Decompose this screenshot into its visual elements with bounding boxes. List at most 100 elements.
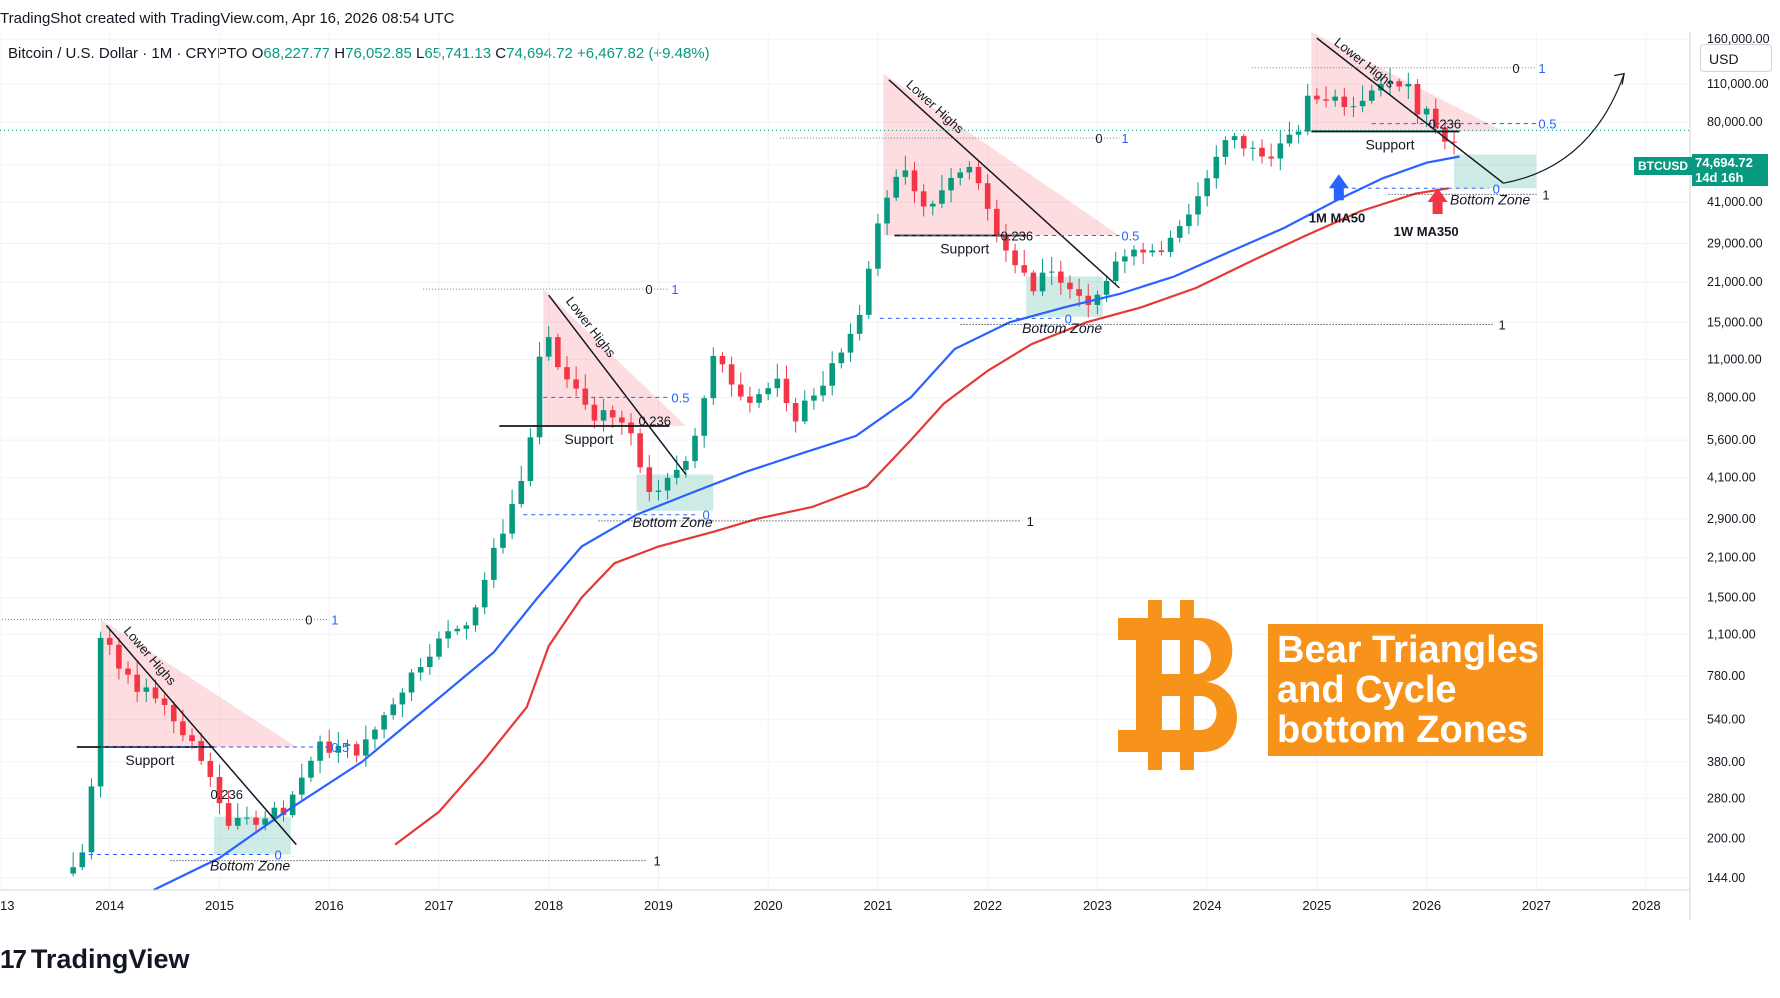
- change-value: +6,467.82 (+9.48%): [577, 45, 710, 62]
- y-tick-label: 380.00: [1707, 755, 1745, 769]
- bottom-zone-label: Bottom Zone: [632, 514, 712, 530]
- candle-body: [1268, 156, 1274, 159]
- candle-body: [536, 356, 543, 438]
- candle-body: [518, 481, 525, 505]
- candle-body: [1314, 95, 1320, 100]
- fib-bottom-0-label: 0: [274, 847, 281, 862]
- y-tick-label: 540.00: [1707, 713, 1745, 727]
- bottom-zone-box: [1454, 154, 1537, 189]
- candle-body: [198, 741, 204, 761]
- candle-body: [994, 208, 1000, 235]
- bottom-zone-label: Bottom Zone: [1022, 320, 1102, 336]
- candle-body: [545, 337, 552, 357]
- candle-body: [847, 333, 854, 353]
- candle-body: [1295, 131, 1302, 135]
- candle-body: [929, 203, 936, 207]
- candle-body: [1021, 265, 1028, 273]
- candle-body: [811, 395, 817, 401]
- candle-body: [234, 817, 241, 826]
- candle-body: [756, 394, 762, 403]
- x-tick-label: 2019: [644, 898, 673, 913]
- candle-body: [134, 674, 140, 692]
- candle-body: [463, 625, 470, 629]
- candle-body: [445, 631, 451, 639]
- fib-0-label: 0: [305, 612, 312, 627]
- bottom-zone-label: Bottom Zone: [1450, 191, 1530, 207]
- x-tick-label: 2018: [534, 898, 563, 913]
- bottom-zone-box: [636, 474, 714, 511]
- candle-body: [747, 396, 753, 403]
- fib-1-label: 1: [1538, 61, 1545, 76]
- y-tick-label: 1,500.00: [1707, 591, 1756, 605]
- candle-body: [1195, 196, 1201, 215]
- fib-extension-1-label: 1: [1542, 187, 1549, 202]
- candle-body: [1067, 282, 1073, 290]
- brand-name: TradingView: [30, 944, 190, 974]
- fib-extension-1-label: 1: [653, 854, 660, 869]
- candle-body: [1387, 81, 1393, 84]
- candle-body: [372, 729, 378, 740]
- x-tick-label: 2017: [425, 898, 454, 913]
- candle-body: [1012, 250, 1018, 266]
- candle-body: [792, 403, 799, 422]
- fib-236-label: 0.236: [1001, 228, 1034, 243]
- fib-05-label: 0.5: [1121, 228, 1139, 243]
- fib-1-label: 1: [671, 282, 678, 297]
- candle-body: [609, 410, 616, 418]
- candle-body: [966, 166, 973, 173]
- candle-body: [1432, 108, 1439, 128]
- x-tick-label: 2015: [205, 898, 234, 913]
- candle-body: [70, 867, 76, 874]
- candle-body: [1204, 178, 1210, 197]
- candle-body: [701, 398, 707, 436]
- price-tag-symbol: BTCUSD: [1634, 157, 1692, 175]
- x-tick-label: 2021: [863, 898, 892, 913]
- y-tick-label: 2,900.00: [1707, 512, 1756, 526]
- candle-body: [271, 807, 278, 819]
- tradingview-logo[interactable]: 17 TradingView: [0, 944, 189, 975]
- fib-05-label: 0.5: [1538, 117, 1556, 132]
- candle-body: [765, 388, 771, 395]
- candle-body: [1451, 141, 1457, 143]
- lower-highs-label: Lower Highs: [563, 294, 619, 361]
- candle-body: [875, 223, 881, 269]
- x-tick-label: 2028: [1632, 898, 1661, 913]
- candle-body: [1405, 83, 1412, 87]
- candle-body: [1076, 289, 1082, 296]
- candle-body: [363, 739, 369, 756]
- candle-body: [527, 437, 534, 482]
- candle-body: [628, 422, 634, 434]
- candle-body: [298, 777, 305, 795]
- x-axis: 2013 2014 2015 2016 2017 2018 2019 2020 2021 2022…: [0, 889, 1690, 913]
- candle-body: [1186, 214, 1192, 227]
- candle-body: [1231, 136, 1238, 141]
- candle-body: [655, 490, 662, 492]
- fib-extension-1-label: 1: [1027, 514, 1034, 529]
- fib-1-label: 1: [1121, 131, 1128, 146]
- bear-triangle-zone: [883, 73, 1120, 236]
- candle-body: [948, 177, 954, 191]
- candle-body: [555, 337, 561, 368]
- x-tick-label: 2014: [95, 898, 124, 913]
- y-tick-label: 8,000.00: [1707, 390, 1756, 404]
- candle-body: [984, 183, 991, 209]
- bottom-zone-box: [1026, 276, 1103, 317]
- x-tick-label: 2022: [973, 898, 1002, 913]
- x-tick-label: 2016: [315, 898, 344, 913]
- candle-body: [893, 176, 900, 198]
- banner-line-2: and Cycle: [1277, 669, 1457, 711]
- x-tick-label: 2023: [1083, 898, 1112, 913]
- symbol-name[interactable]: Bitcoin / U.S. Dollar · 1M · CRYPTO: [8, 45, 248, 62]
- candle-body: [820, 385, 826, 396]
- lower-highs-line: [888, 79, 1120, 289]
- candle-body: [436, 638, 442, 657]
- banner-box: Bear Triangles and Cycle bottom Zones: [1268, 624, 1543, 756]
- candle-body: [408, 672, 415, 693]
- y-tick-label: 41,000.00: [1707, 195, 1763, 209]
- currency-button[interactable]: USD: [1700, 44, 1772, 72]
- candle-body: [1378, 83, 1384, 91]
- candle-body: [783, 378, 790, 404]
- fib-bottom-0-label: 0: [702, 508, 709, 523]
- candle-body: [170, 704, 177, 722]
